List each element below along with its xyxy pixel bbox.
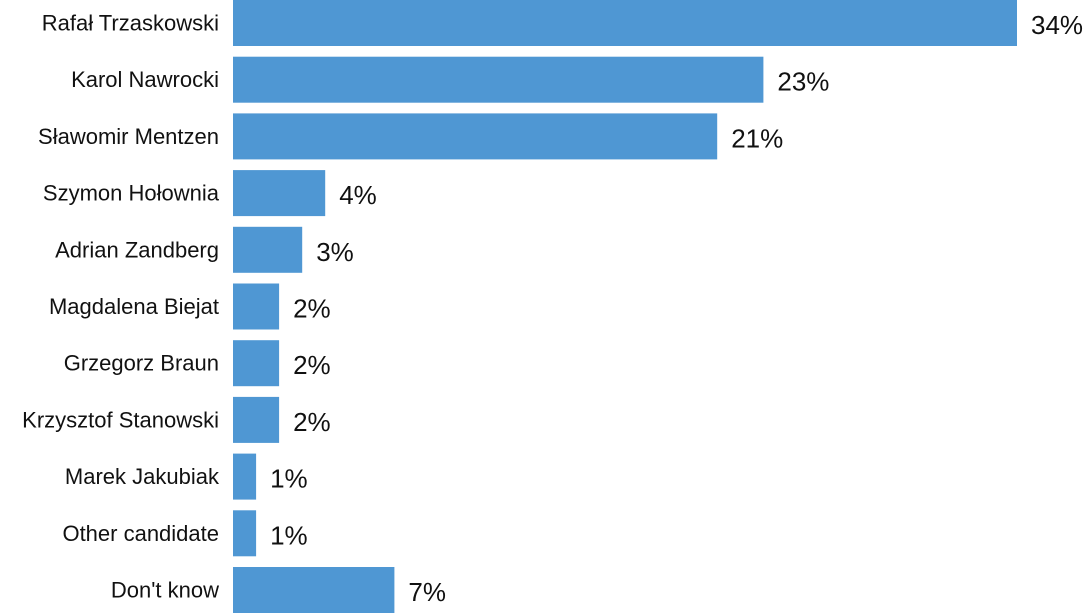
value-labels-group: 34% 23% 21% 4% 3% 2% 2% 2% 1% 1% 7%	[270, 10, 1083, 607]
value-label: 2%	[293, 407, 331, 437]
category-label: Szymon Hołownia	[43, 181, 220, 206]
bar	[233, 170, 326, 217]
bar	[233, 453, 257, 500]
category-label: Rafał Trzaskowski	[42, 11, 219, 36]
category-label: Karol Nawrocki	[71, 67, 219, 92]
category-label: Magdalena Biejat	[49, 294, 219, 319]
category-label: Don't know	[111, 578, 219, 603]
category-label: Sławomir Mentzen	[38, 124, 219, 149]
value-label: 4%	[339, 180, 377, 210]
value-label: 2%	[293, 350, 331, 380]
value-label: 23%	[777, 67, 829, 97]
value-label: 2%	[293, 294, 331, 324]
bar	[233, 510, 257, 557]
category-labels-group: Rafał Trzaskowski Karol Nawrocki Sławomir …	[22, 11, 220, 603]
bar	[233, 113, 718, 160]
category-label: Grzegorz Braun	[64, 351, 219, 376]
category-label: Adrian Zandberg	[55, 237, 219, 262]
value-label: 1%	[270, 464, 308, 494]
bar	[233, 396, 280, 443]
value-label: 34%	[1031, 10, 1083, 40]
bar	[233, 56, 764, 103]
value-label: 1%	[270, 520, 308, 550]
bars-group	[233, 0, 1017, 613]
category-label: Other candidate	[62, 521, 219, 546]
bar	[233, 567, 395, 613]
bar	[233, 283, 280, 330]
category-label: Marek Jakubiak	[65, 464, 220, 489]
value-label: 3%	[316, 237, 354, 267]
value-label: 21%	[731, 123, 783, 153]
bar	[233, 226, 303, 273]
bar	[233, 0, 1017, 46]
value-label: 7%	[408, 577, 446, 607]
bar	[233, 340, 280, 387]
category-label: Krzysztof Stanowski	[22, 407, 219, 432]
